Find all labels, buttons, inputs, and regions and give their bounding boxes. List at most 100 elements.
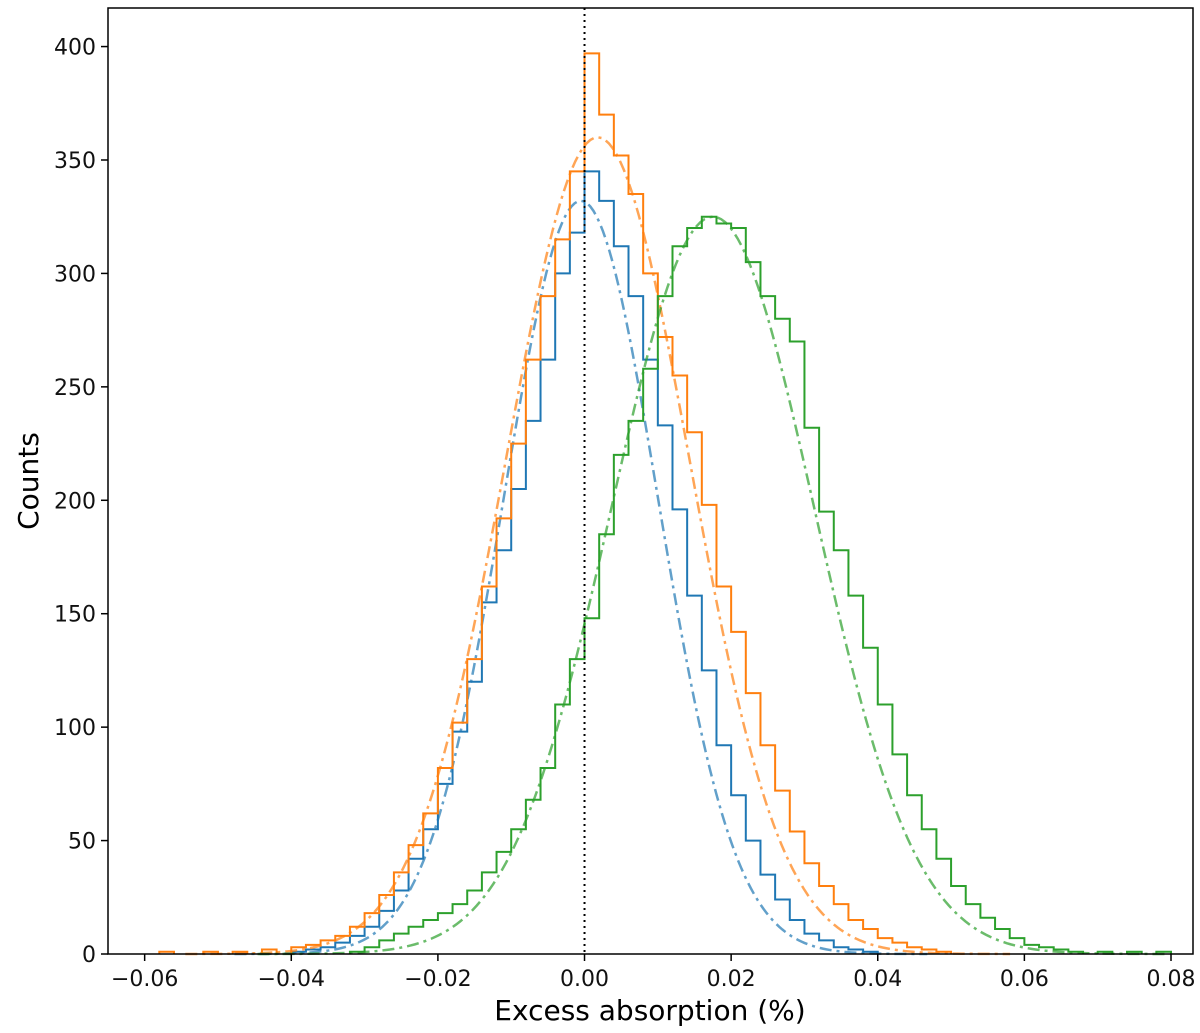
gaussian-fit-curve	[234, 199, 928, 956]
histogram-bin	[467, 659, 482, 954]
x-tick-label: −0.04	[258, 967, 325, 992]
x-axis-title: Excess absorption (%)	[494, 994, 805, 1027]
y-tick-label: 50	[68, 830, 96, 855]
histogram-bin	[790, 920, 805, 954]
histogram-step-line	[158, 52, 953, 954]
histogram-bin	[409, 845, 424, 954]
histogram-bin	[511, 489, 526, 954]
histogram-bin	[541, 768, 556, 954]
histogram-bin	[775, 900, 790, 954]
y-tick-label: 300	[54, 262, 96, 287]
histogram-bin	[687, 596, 702, 954]
histogram-bin	[526, 360, 541, 954]
y-tick-label: 250	[54, 376, 96, 401]
histogram-bin	[570, 659, 585, 954]
y-axis-title: Counts	[12, 432, 45, 530]
histogram-bin	[716, 224, 731, 954]
gaussian-fit-curve	[257, 215, 1169, 956]
x-tick-label: 0.08	[1147, 967, 1196, 992]
histogram-bin	[570, 233, 585, 954]
histogram-bin	[379, 940, 394, 954]
histogram-bin	[892, 754, 907, 954]
y-tick-label: 200	[54, 489, 96, 514]
y-tick-label: 150	[54, 603, 96, 628]
histogram-bin	[760, 296, 775, 954]
x-tick-label: −0.06	[111, 967, 178, 992]
histogram-bin	[746, 693, 761, 954]
histogram-bin	[687, 228, 702, 954]
histogram-bin	[672, 509, 687, 954]
x-tick-label: 0.04	[853, 967, 902, 992]
histogram-bin	[467, 682, 482, 954]
histogram-bin	[599, 201, 614, 954]
histogram-bin	[394, 872, 409, 954]
x-tick-label: −0.02	[404, 967, 471, 992]
histogram-bin	[423, 829, 438, 954]
histogram-bin	[555, 239, 570, 954]
histogram-bin	[526, 421, 541, 954]
histogram-bin	[526, 800, 541, 954]
histogram-bin	[819, 512, 834, 954]
histogram-bin	[995, 929, 1010, 954]
y-tick-label: 350	[54, 149, 96, 174]
x-tick-label: 0.06	[1000, 967, 1049, 992]
histogram-bin	[804, 428, 819, 954]
histogram-bin	[511, 444, 526, 954]
histogram-bin	[629, 296, 644, 954]
y-tick-label: 100	[54, 716, 96, 741]
y-tick-label: 0	[82, 943, 96, 968]
histogram-bin	[482, 586, 497, 954]
series-1	[158, 52, 1011, 956]
histogram-bin	[541, 296, 556, 954]
histogram-bin	[394, 934, 409, 954]
histogram-bin	[863, 648, 878, 954]
histogram-bin	[834, 550, 849, 954]
series-layer	[158, 52, 1173, 956]
histogram-bin	[672, 376, 687, 954]
histogram-bin	[453, 904, 468, 954]
histogram-bin	[746, 841, 761, 954]
histogram-bin	[731, 795, 746, 954]
x-tick-label: 0.02	[707, 967, 756, 992]
histogram-bin	[878, 704, 893, 954]
histogram-bin	[541, 360, 556, 954]
histogram-bin	[892, 943, 907, 954]
histogram-bin	[643, 273, 658, 954]
histogram-bin	[599, 534, 614, 954]
histogram-bin	[570, 171, 585, 954]
histogram-bin	[394, 890, 409, 954]
histogram-bin	[819, 886, 834, 954]
histogram-bin	[658, 337, 673, 954]
series-0	[234, 170, 928, 956]
histogram-bin	[614, 455, 629, 954]
histogram-bin	[497, 518, 512, 954]
series-2	[257, 215, 1173, 956]
y-tick-label: 400	[54, 36, 96, 61]
histogram-bin	[555, 273, 570, 954]
histogram-bin	[746, 262, 761, 954]
plot-frame	[107, 7, 1194, 955]
histogram-bin	[702, 505, 717, 954]
histogram-bin	[629, 194, 644, 954]
histogram-bin	[702, 670, 717, 954]
histogram-bin	[423, 813, 438, 954]
histogram-bin	[658, 296, 673, 954]
histogram-step-line	[348, 215, 1173, 954]
histogram-bin	[409, 859, 424, 954]
histogram-bin	[966, 904, 981, 954]
histogram-bin	[907, 795, 922, 954]
histogram-bin	[922, 829, 937, 954]
histogram-bin	[848, 596, 863, 954]
histogram-bin	[760, 745, 775, 954]
histogram-bin	[467, 890, 482, 954]
histogram-bin	[555, 704, 570, 954]
histogram-bin	[716, 745, 731, 954]
histogram-bin	[614, 246, 629, 954]
histogram-bin	[453, 723, 468, 954]
x-axis-ticks: −0.06 −0.04 −0.02 0.00 0.02 0.04 0.06 0.08	[111, 954, 1196, 992]
histogram-bin	[585, 618, 600, 954]
x-tick-label: 0.00	[560, 967, 609, 992]
histogram-bin	[497, 550, 512, 954]
y-axis-ticks: 0 50 100 150 200 250 300 350 400	[54, 36, 108, 968]
